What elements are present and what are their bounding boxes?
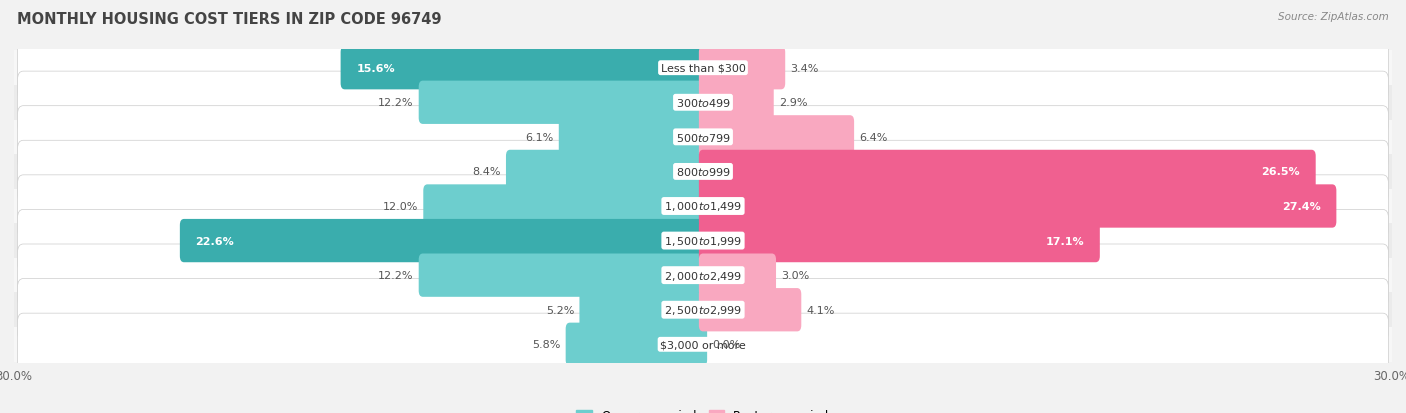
FancyBboxPatch shape — [180, 219, 707, 263]
Bar — [14, 51, 1392, 86]
FancyBboxPatch shape — [565, 323, 707, 366]
Text: 17.1%: 17.1% — [1046, 236, 1084, 246]
FancyBboxPatch shape — [506, 150, 707, 194]
Text: 3.0%: 3.0% — [782, 271, 810, 280]
Text: 4.1%: 4.1% — [807, 305, 835, 315]
FancyBboxPatch shape — [699, 288, 801, 332]
Text: $500 to $799: $500 to $799 — [675, 131, 731, 143]
Bar — [14, 258, 1392, 293]
Text: 6.4%: 6.4% — [859, 133, 887, 142]
Text: $300 to $499: $300 to $499 — [675, 97, 731, 109]
Text: 0.0%: 0.0% — [713, 339, 741, 349]
Text: $800 to $999: $800 to $999 — [675, 166, 731, 178]
FancyBboxPatch shape — [699, 254, 776, 297]
FancyBboxPatch shape — [17, 141, 1389, 203]
Bar — [14, 327, 1392, 362]
FancyBboxPatch shape — [699, 47, 785, 90]
Text: 26.5%: 26.5% — [1261, 167, 1301, 177]
Text: 12.0%: 12.0% — [382, 202, 418, 211]
Legend: Owner-occupied, Renter-occupied: Owner-occupied, Renter-occupied — [572, 404, 834, 413]
Text: $2,500 to $2,999: $2,500 to $2,999 — [664, 304, 742, 316]
Bar — [14, 189, 1392, 224]
FancyBboxPatch shape — [340, 47, 707, 90]
FancyBboxPatch shape — [17, 38, 1389, 100]
Text: 3.4%: 3.4% — [790, 64, 818, 74]
Text: $1,500 to $1,999: $1,500 to $1,999 — [664, 235, 742, 247]
FancyBboxPatch shape — [17, 313, 1389, 375]
Text: 12.2%: 12.2% — [378, 271, 413, 280]
Bar — [14, 86, 1392, 120]
Bar — [14, 224, 1392, 258]
Text: 5.8%: 5.8% — [533, 339, 561, 349]
FancyBboxPatch shape — [699, 116, 853, 159]
FancyBboxPatch shape — [17, 176, 1389, 237]
Text: 5.2%: 5.2% — [546, 305, 575, 315]
Bar — [14, 120, 1392, 155]
Text: MONTHLY HOUSING COST TIERS IN ZIP CODE 96749: MONTHLY HOUSING COST TIERS IN ZIP CODE 9… — [17, 12, 441, 27]
Text: 12.2%: 12.2% — [378, 98, 413, 108]
FancyBboxPatch shape — [558, 116, 707, 159]
Bar — [14, 155, 1392, 189]
Text: 6.1%: 6.1% — [526, 133, 554, 142]
FancyBboxPatch shape — [699, 219, 1099, 263]
FancyBboxPatch shape — [17, 107, 1389, 169]
Bar — [14, 293, 1392, 327]
FancyBboxPatch shape — [699, 185, 1336, 228]
Text: 15.6%: 15.6% — [356, 64, 395, 74]
FancyBboxPatch shape — [699, 150, 1316, 194]
Text: Source: ZipAtlas.com: Source: ZipAtlas.com — [1278, 12, 1389, 22]
FancyBboxPatch shape — [17, 210, 1389, 272]
FancyBboxPatch shape — [17, 279, 1389, 341]
Text: 22.6%: 22.6% — [195, 236, 235, 246]
Text: $1,000 to $1,499: $1,000 to $1,499 — [664, 200, 742, 213]
Text: Less than $300: Less than $300 — [661, 64, 745, 74]
FancyBboxPatch shape — [419, 254, 707, 297]
FancyBboxPatch shape — [419, 81, 707, 125]
Text: $3,000 or more: $3,000 or more — [661, 339, 745, 349]
Text: $2,000 to $2,499: $2,000 to $2,499 — [664, 269, 742, 282]
Text: 8.4%: 8.4% — [472, 167, 501, 177]
FancyBboxPatch shape — [699, 81, 773, 125]
FancyBboxPatch shape — [17, 244, 1389, 306]
FancyBboxPatch shape — [423, 185, 707, 228]
FancyBboxPatch shape — [17, 72, 1389, 134]
Text: 27.4%: 27.4% — [1282, 202, 1320, 211]
Text: 2.9%: 2.9% — [779, 98, 807, 108]
FancyBboxPatch shape — [579, 288, 707, 332]
